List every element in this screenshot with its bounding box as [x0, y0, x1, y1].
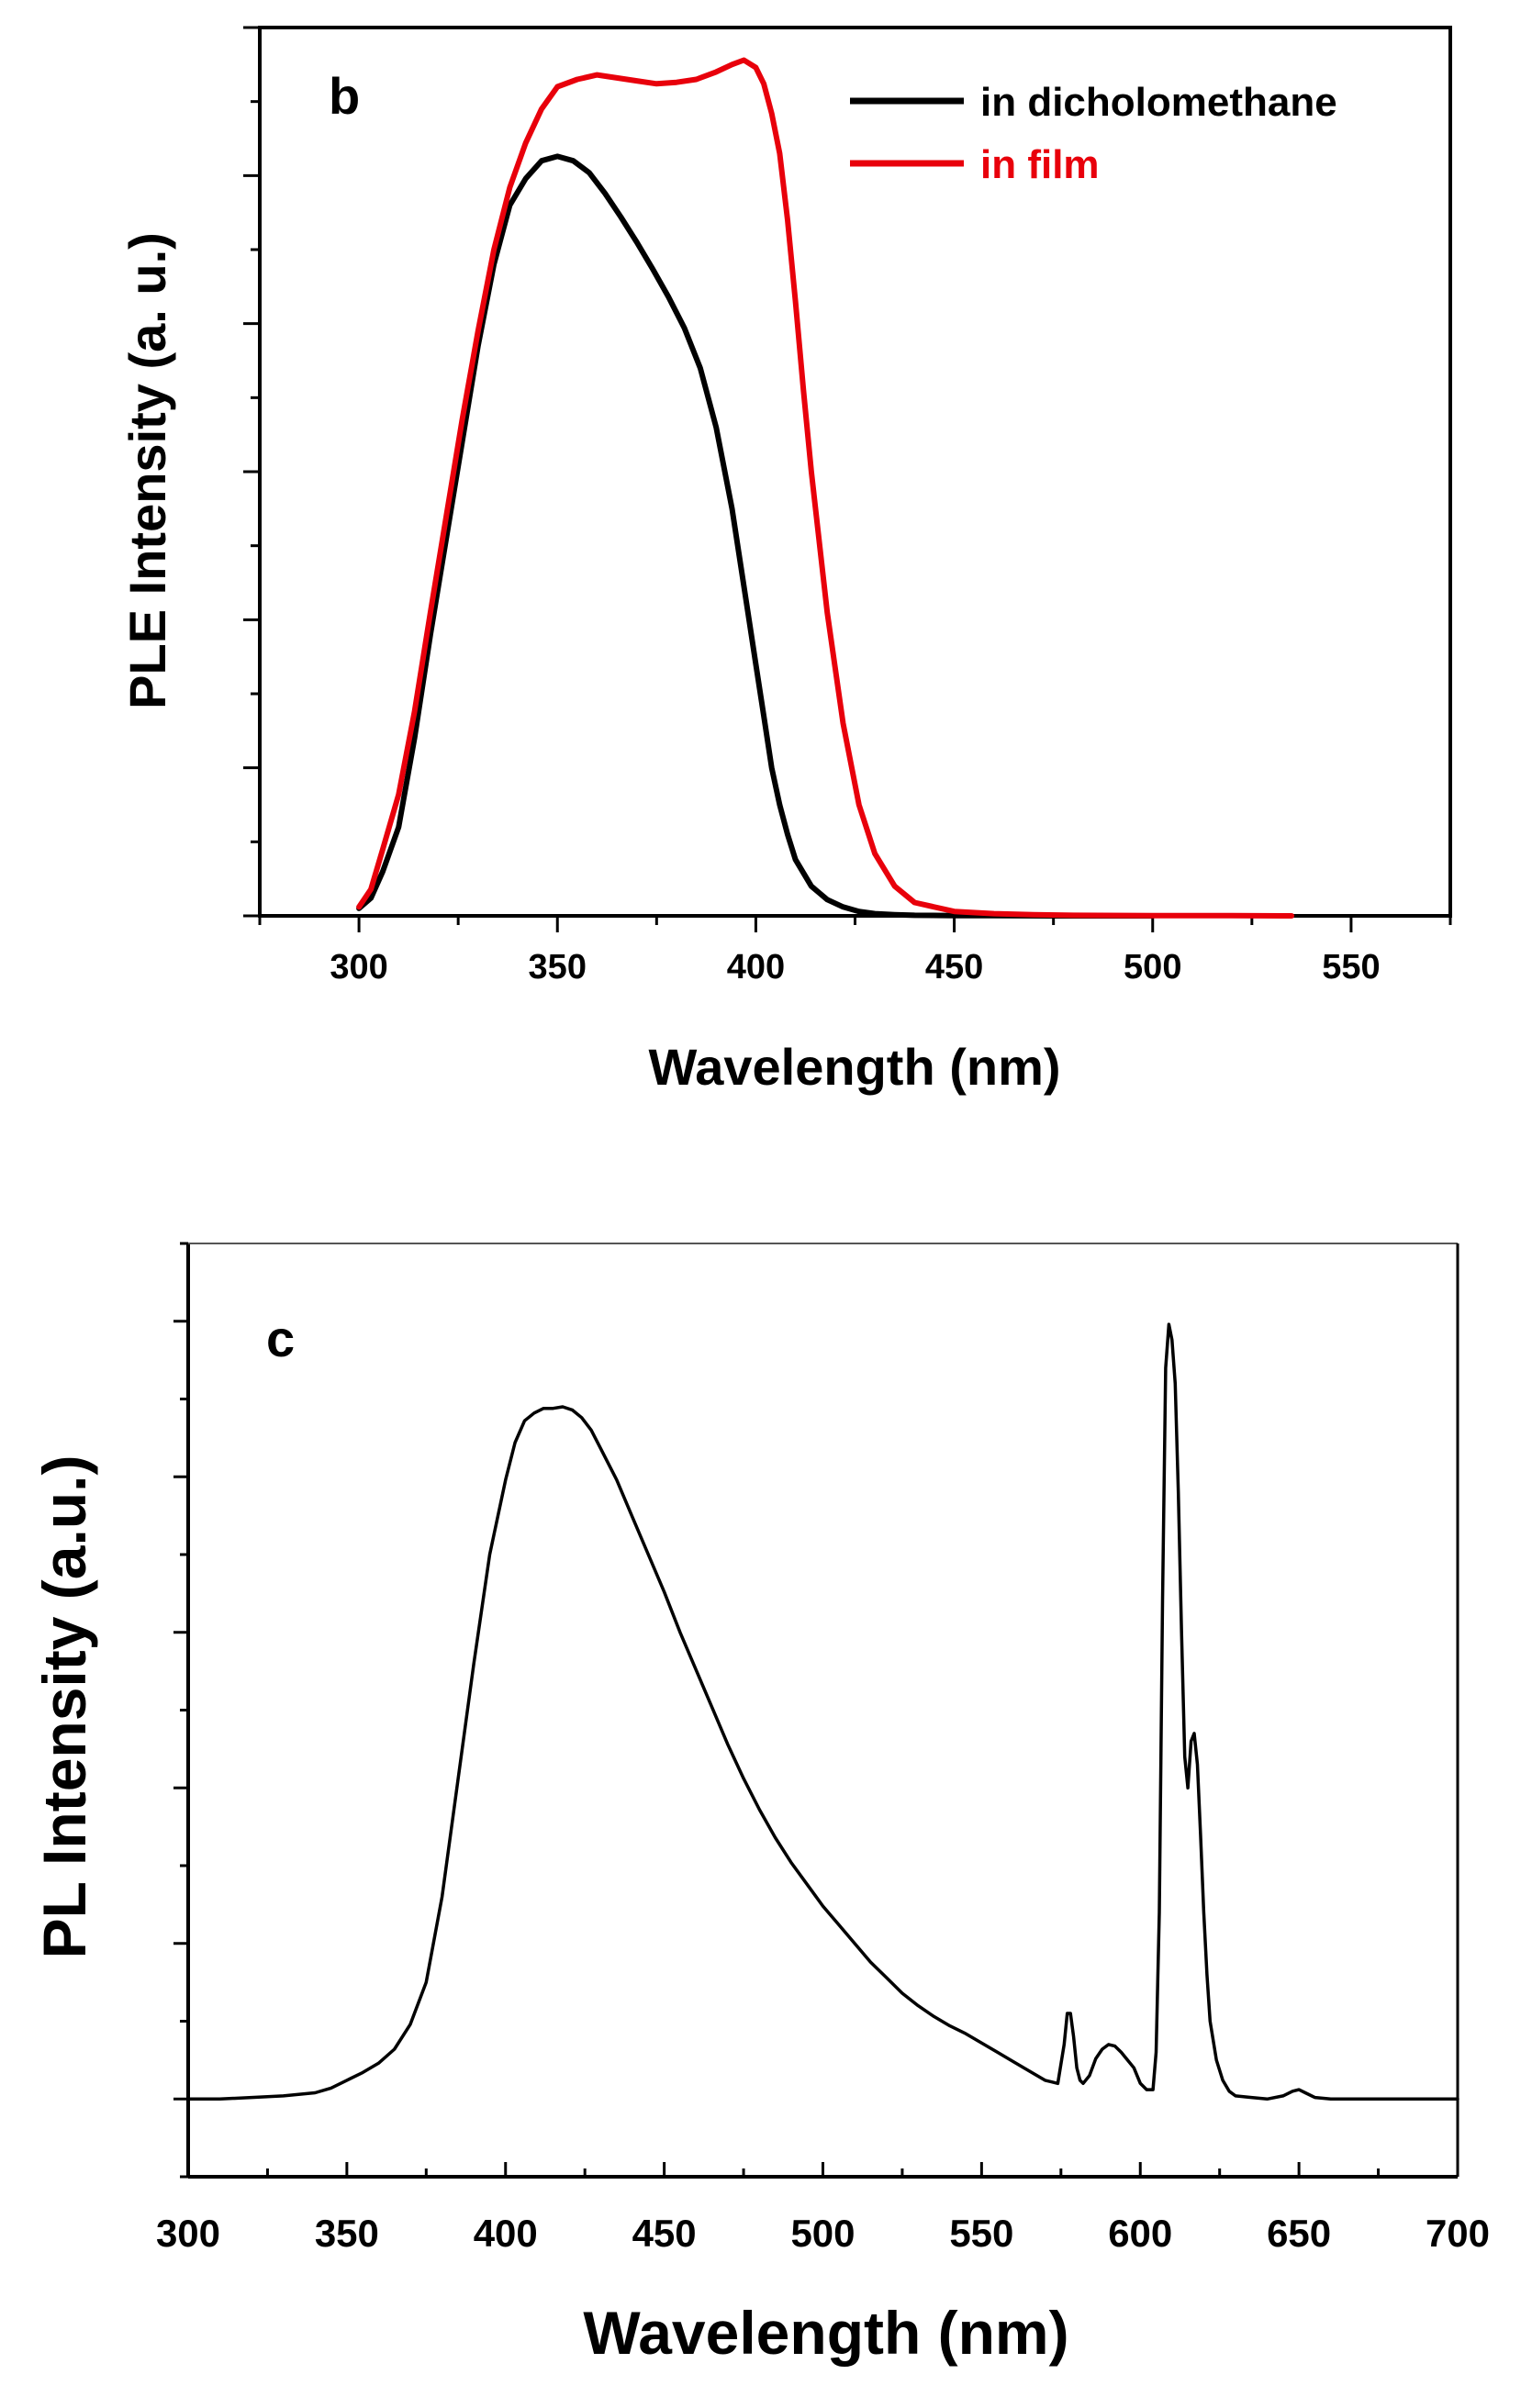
b-series-line-film: [356, 57, 1295, 919]
b-legend: in dicholomethane in film: [850, 80, 1337, 187]
b-legend-label-dichloromethane: in dicholomethane: [980, 80, 1337, 125]
b-x-tick-labels: 300 350 400 450 500 550: [330, 948, 1380, 987]
c-x-tick-label: 550: [949, 2212, 1013, 2255]
b-y-ticks: [243, 26, 260, 918]
c-x-tick-labels: 300 350 400 450 500 550 600 650 700: [156, 2212, 1490, 2255]
c-x-tick-label: 650: [1267, 2212, 1331, 2255]
c-y-ticks: [173, 1242, 188, 2179]
c-panel-label: c: [266, 1310, 295, 1367]
c-series-lines: [186, 1322, 1459, 2101]
b-panel-label: b: [329, 67, 360, 125]
c-x-tick-label: 300: [156, 2212, 220, 2255]
b-x-tick-label: 400: [727, 948, 785, 987]
b-legend-label-film: in film: [980, 142, 1100, 187]
b-x-tick-label: 500: [1124, 948, 1181, 987]
b-x-tick-label: 300: [330, 948, 387, 987]
c-x-tick-label: 400: [474, 2212, 538, 2255]
b-series-line-dichloromethane: [356, 153, 1156, 919]
c-x-tick-label: 700: [1426, 2212, 1490, 2255]
c-series-line-pl: [186, 1322, 1459, 2101]
c-x-tick-label: 350: [315, 2212, 379, 2255]
c-x-tick-label: 600: [1108, 2212, 1172, 2255]
c-x-tick-label: 450: [632, 2212, 697, 2255]
chart-b: 300 350 400 450 500 550 b in dicholomethane i…: [118, 26, 1452, 1096]
b-x-tick-label: 350: [529, 948, 587, 987]
b-series-lines: [356, 57, 1295, 919]
c-x-axis-title: Wavelength (nm): [583, 2299, 1068, 2367]
b-x-tick-label: 450: [925, 948, 983, 987]
b-x-axis-title: Wavelength (nm): [648, 1038, 1060, 1096]
b-x-tick-label: 550: [1322, 948, 1380, 987]
b-x-ticks: [258, 916, 1452, 932]
c-y-axis-title: PL Intensity (a.u.): [30, 1455, 98, 1959]
c-x-ticks: [186, 2162, 1459, 2177]
chart-c: 300 350 400 450 500 550 600 650 700 c Wavelength…: [30, 1242, 1490, 2367]
b-y-axis-title: PLE Intensity (a. u.): [118, 232, 176, 709]
c-x-tick-label: 500: [790, 2212, 855, 2255]
